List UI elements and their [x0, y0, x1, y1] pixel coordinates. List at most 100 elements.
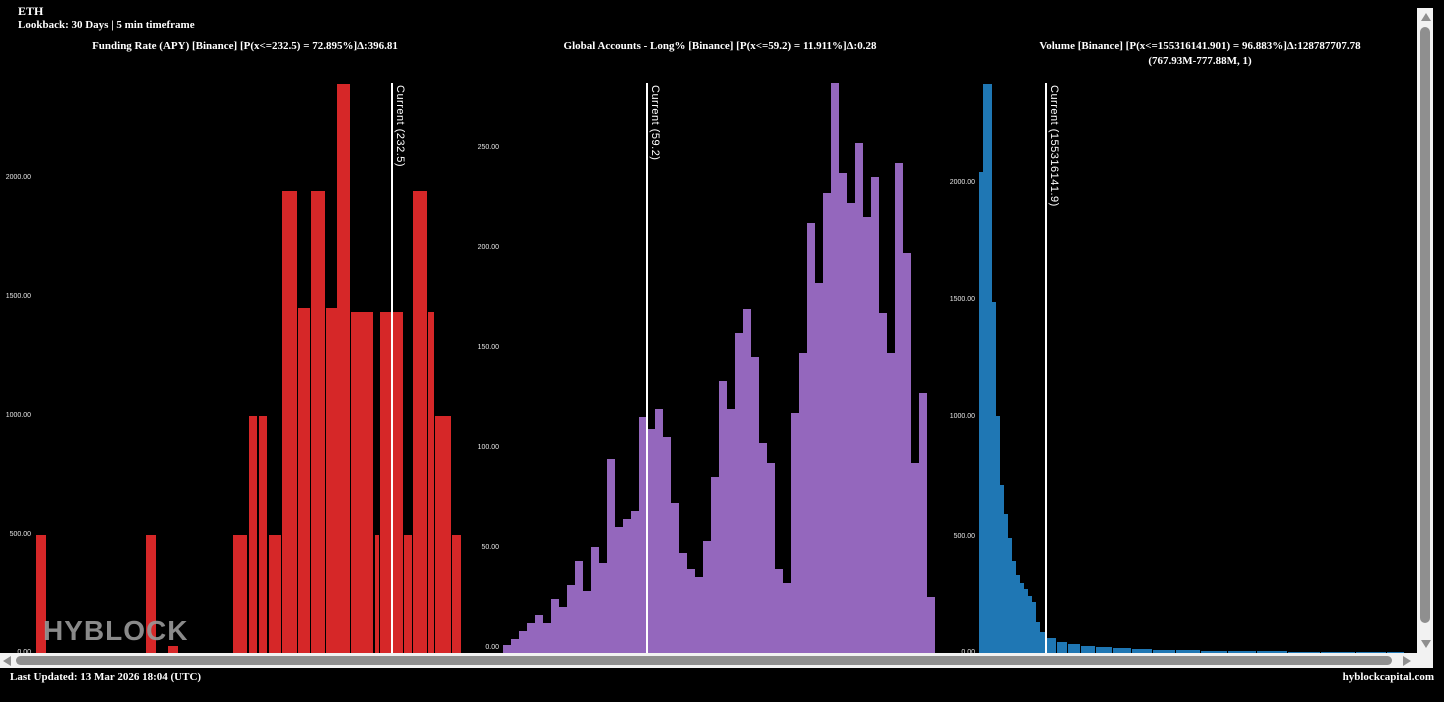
- histogram-bar: [671, 503, 679, 653]
- histogram-bar: [903, 253, 911, 653]
- y-axis-tick-label: 1000.00: [5, 412, 31, 419]
- histogram-bar: [575, 561, 583, 653]
- current-value-label: Current (59.2): [649, 85, 661, 161]
- histogram-bar: [743, 309, 751, 653]
- histogram-bar: [983, 84, 992, 653]
- histogram-bar: [839, 173, 847, 653]
- histogram-bar: [623, 519, 631, 653]
- histogram-bar: [1057, 641, 1067, 653]
- histogram-bar: [831, 83, 839, 653]
- histogram-bar: [168, 645, 178, 653]
- chart1-title: Funding Rate (APY) [Binance] [P(x<=232.5…: [92, 40, 398, 52]
- histogram-bar: [413, 190, 427, 653]
- histogram-bar: [639, 417, 647, 653]
- histogram-bar: [751, 357, 759, 653]
- histogram-bar: [1228, 651, 1256, 653]
- histogram-bar: [559, 607, 567, 653]
- histogram-bar: [375, 534, 379, 653]
- histogram-bar: [428, 311, 434, 653]
- y-axis-tick-label: 2000.00: [949, 179, 975, 186]
- histogram-bar: [847, 203, 855, 653]
- y-axis-tick-label: 250.00: [477, 144, 499, 151]
- histogram-bar: [543, 623, 551, 653]
- histogram-bar: [527, 623, 535, 653]
- histogram-bar: [911, 463, 919, 653]
- histogram-bar: [351, 311, 373, 653]
- y-axis-tick-label: 0.00: [0, 649, 31, 656]
- histogram-bar: [1113, 648, 1131, 653]
- histogram-bar: [775, 569, 783, 653]
- histogram-bar: [1153, 649, 1175, 653]
- histogram-bar: [1096, 647, 1112, 653]
- histogram-bar: [249, 416, 257, 653]
- histogram-bar: [282, 190, 297, 653]
- y-axis-tick-label: 200.00: [477, 244, 499, 251]
- histogram-bar: [979, 171, 983, 653]
- histogram-bar: [583, 591, 591, 653]
- horizontal-scrollbar-thumb[interactable]: [16, 656, 1392, 665]
- histogram-bar: [551, 599, 559, 653]
- histogram-bar: [591, 547, 599, 653]
- y-axis-tick-label: 500.00: [9, 531, 31, 538]
- histogram-bar: [927, 597, 935, 653]
- histogram-bar: [146, 534, 156, 653]
- scroll-up-icon[interactable]: [1421, 13, 1431, 21]
- histogram-bar: [1387, 651, 1404, 653]
- histogram-bar: [895, 163, 903, 653]
- histogram-bar: [435, 416, 451, 653]
- histogram-bar: [823, 193, 831, 653]
- y-axis-tick-label: 150.00: [477, 344, 499, 351]
- histogram-bar: [337, 84, 350, 653]
- y-axis-tick-label: 500.00: [953, 533, 975, 540]
- histogram-bar: [259, 416, 267, 653]
- histogram-bar: [863, 217, 871, 653]
- vertical-scrollbar-thumb[interactable]: [1420, 27, 1430, 623]
- y-axis-tick-label: 100.00: [477, 444, 499, 451]
- histogram-bar: [326, 308, 337, 653]
- scroll-right-icon[interactable]: [1403, 656, 1411, 666]
- histogram-bar: [1046, 638, 1056, 653]
- histogram-bar: [567, 585, 575, 653]
- histogram-bar: [783, 583, 791, 653]
- chart3-title: Volume [Binance] [P(x<=155316141.901) = …: [1039, 40, 1361, 52]
- histogram-bar: [887, 353, 895, 653]
- histogram-bar: [992, 302, 996, 653]
- histogram-bar: [631, 511, 639, 653]
- scroll-down-icon[interactable]: [1421, 640, 1431, 648]
- histogram-bar: [1288, 651, 1320, 653]
- histogram-bar: [695, 577, 703, 653]
- histogram-bar: [1012, 560, 1016, 653]
- histogram-bar: [1004, 514, 1008, 653]
- histogram-bar: [815, 283, 823, 653]
- last-updated-label: Last Updated: 13 Mar 2026 18:04 (UTC): [10, 671, 202, 683]
- histogram-bar: [298, 308, 310, 653]
- histogram-bar: [1257, 651, 1287, 653]
- histogram-bar: [759, 443, 767, 653]
- histogram-bar: [404, 534, 412, 653]
- current-value-label: Current (232.5): [394, 85, 406, 168]
- histogram-bar: [919, 393, 927, 653]
- histogram-bar: [1008, 538, 1012, 653]
- histogram-bar: [703, 541, 711, 653]
- histogram-bar: [1032, 602, 1036, 653]
- histogram-bar: [719, 381, 727, 653]
- histogram-bar: [535, 615, 543, 653]
- histogram-bar: [607, 459, 615, 653]
- histogram-bar: [711, 477, 719, 653]
- histogram-bar: [996, 416, 1000, 653]
- hyblock-watermark: HYBLOCK: [43, 615, 189, 646]
- chart3-title-line2: (767.93M-777.88M, 1): [1148, 55, 1252, 67]
- scroll-left-icon[interactable]: [3, 656, 11, 666]
- histogram-bar: [807, 223, 815, 653]
- histogram-bar: [1081, 645, 1095, 653]
- histogram-bar: [1000, 484, 1004, 653]
- histogram-bar: [655, 409, 663, 653]
- histogram-bar: [269, 534, 281, 653]
- histogram-bar: [1176, 650, 1200, 653]
- histogram-bar: [687, 569, 695, 653]
- histogram-bar: [727, 409, 735, 653]
- histogram-bar: [663, 437, 671, 653]
- histogram-bar: [1028, 596, 1032, 653]
- histogram-bar: [452, 534, 461, 653]
